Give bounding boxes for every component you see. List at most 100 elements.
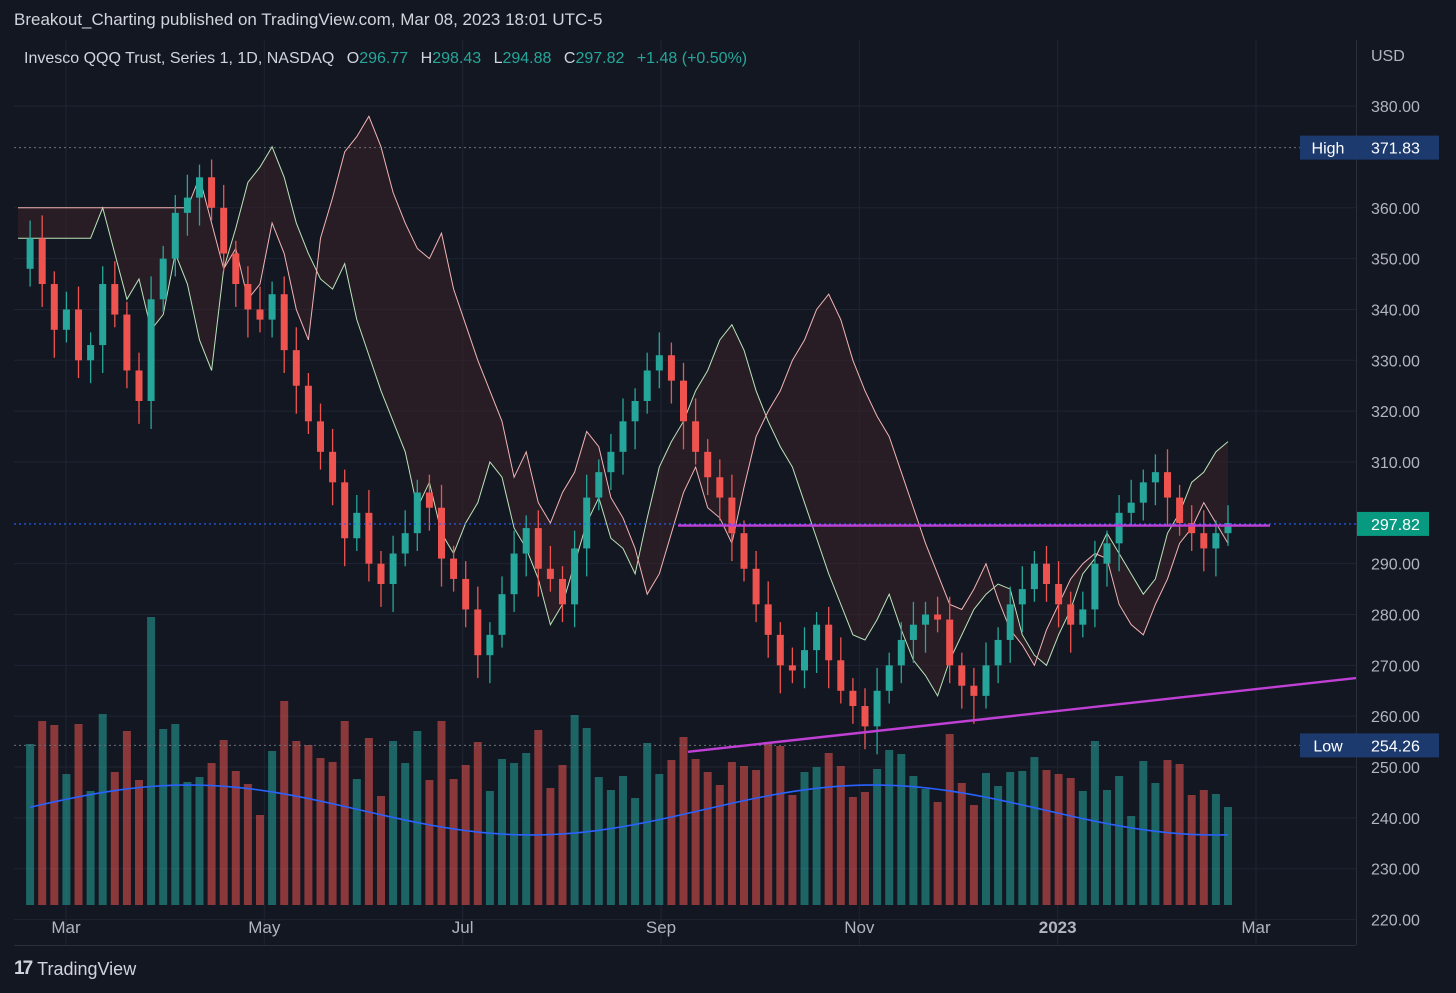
candle-body	[946, 619, 954, 666]
volume-bar	[1078, 791, 1087, 905]
volume-bar	[885, 750, 894, 905]
brand-name: TradingView	[37, 958, 137, 979]
low-badge-bg	[1300, 733, 1357, 758]
volume-bar	[50, 725, 59, 905]
candle-body	[498, 594, 506, 635]
candle-body	[873, 690, 881, 727]
candle-body	[522, 528, 530, 554]
volume-bar	[764, 742, 773, 905]
candle-body	[1055, 584, 1063, 605]
time-tick-label: May	[248, 918, 281, 937]
candle-body	[837, 660, 845, 691]
volume-bar	[873, 769, 882, 905]
price-axis-svg[interactable]: 380.00 360.00 350.00 340.00 330.00 320.00 310.…	[1300, 40, 1456, 945]
volume-bar	[74, 724, 83, 905]
price-candles	[26, 159, 1232, 755]
open-value: 296.77	[359, 50, 409, 67]
candle-body	[438, 507, 445, 559]
volume-bar	[945, 734, 954, 905]
low-label: L	[493, 50, 503, 67]
high-badge-label: High	[1312, 141, 1345, 158]
candle-body	[171, 212, 179, 259]
volume-bar	[1199, 790, 1208, 905]
volume-bar	[727, 762, 736, 905]
candle-body	[280, 294, 288, 351]
candle-body	[159, 258, 167, 300]
price-axis[interactable]: 380.00 360.00 350.00 340.00 330.00 320.00 310.…	[1300, 40, 1456, 945]
candle-body	[1188, 523, 1196, 534]
symbol-name: Invesco QQQ Trust, Series 1, 1D, NASDAQ	[24, 50, 335, 67]
candle-body	[559, 578, 566, 605]
low-value: 294.88	[502, 50, 552, 67]
volume-bar	[679, 737, 688, 905]
volume-bar	[219, 740, 228, 905]
volume-bar	[957, 783, 966, 905]
volume-bar	[752, 770, 761, 905]
volume-bar	[449, 779, 458, 905]
volume-bar	[836, 766, 845, 905]
cloud-span-a	[18, 145, 1229, 698]
volume-bar	[1006, 772, 1015, 905]
candle-body	[1176, 497, 1184, 524]
volume-bar	[26, 744, 35, 905]
candle-body	[704, 451, 712, 478]
candle-body	[801, 650, 808, 671]
candle-body	[341, 482, 349, 539]
volume-bar	[110, 772, 119, 905]
volume-bar	[86, 791, 95, 905]
volume-bar	[1030, 757, 1039, 905]
candle-body	[1091, 563, 1099, 610]
candle-body	[268, 294, 276, 320]
volume-bar	[1224, 807, 1232, 905]
candle-body	[377, 563, 385, 585]
volume-bar	[207, 763, 216, 905]
candle-body	[353, 512, 361, 539]
candle-body	[982, 665, 990, 696]
volume-bar	[546, 788, 555, 905]
candle-body	[365, 512, 373, 564]
candle-body	[994, 639, 1002, 666]
candle-body	[1139, 482, 1147, 503]
candle-body	[861, 706, 869, 727]
volume-bar	[1042, 770, 1051, 905]
volume-bar	[437, 721, 446, 905]
candle-body	[897, 639, 905, 666]
candle-body	[474, 609, 482, 656]
candle-body	[813, 624, 821, 651]
candle-body	[776, 634, 784, 666]
volume-bar	[1151, 783, 1160, 905]
candle-body	[462, 578, 470, 610]
volume-bar	[316, 758, 325, 905]
volume-bar	[340, 721, 349, 905]
price-tick-label: 340.00	[1371, 302, 1420, 319]
volume-bar	[582, 728, 591, 905]
volume-bar	[304, 745, 313, 905]
time-tick-label: Nov	[844, 918, 875, 937]
low-badge-label: Low	[1313, 738, 1343, 755]
volume-bar	[594, 777, 603, 905]
candle-body	[546, 568, 554, 579]
volume-bar	[485, 791, 494, 905]
candle-body	[667, 355, 675, 381]
chart-pane[interactable]: Mar May Jul Sep Nov 2023 Mar	[14, 40, 1356, 946]
volume-bar	[703, 772, 712, 905]
candle-body	[510, 553, 518, 595]
candle-body	[1151, 472, 1159, 483]
volume-bar	[933, 802, 942, 905]
time-tick-label: Sep	[646, 918, 676, 937]
volume-bar	[994, 786, 1003, 905]
volume-bar	[921, 789, 930, 905]
candle-body	[958, 665, 966, 686]
price-tick-label: 230.00	[1371, 862, 1420, 879]
candle-body	[220, 207, 228, 254]
candle-body	[99, 284, 107, 346]
cloud-fill	[18, 116, 1228, 696]
price-chart-svg[interactable]: Mar May Jul Sep Nov 2023 Mar	[14, 40, 1356, 945]
high-badge-bg	[1300, 135, 1357, 160]
volume-bar	[848, 797, 857, 905]
candle-body	[764, 604, 772, 635]
symbol-legend: Invesco QQQ Trust, Series 1, 1D, NASDAQ …	[24, 50, 747, 68]
price-tick-label: 310.00	[1371, 455, 1420, 472]
time-axis: Mar May Jul Sep Nov 2023 Mar	[51, 918, 1271, 937]
last-price-badge-label: 297.82	[1371, 517, 1420, 534]
